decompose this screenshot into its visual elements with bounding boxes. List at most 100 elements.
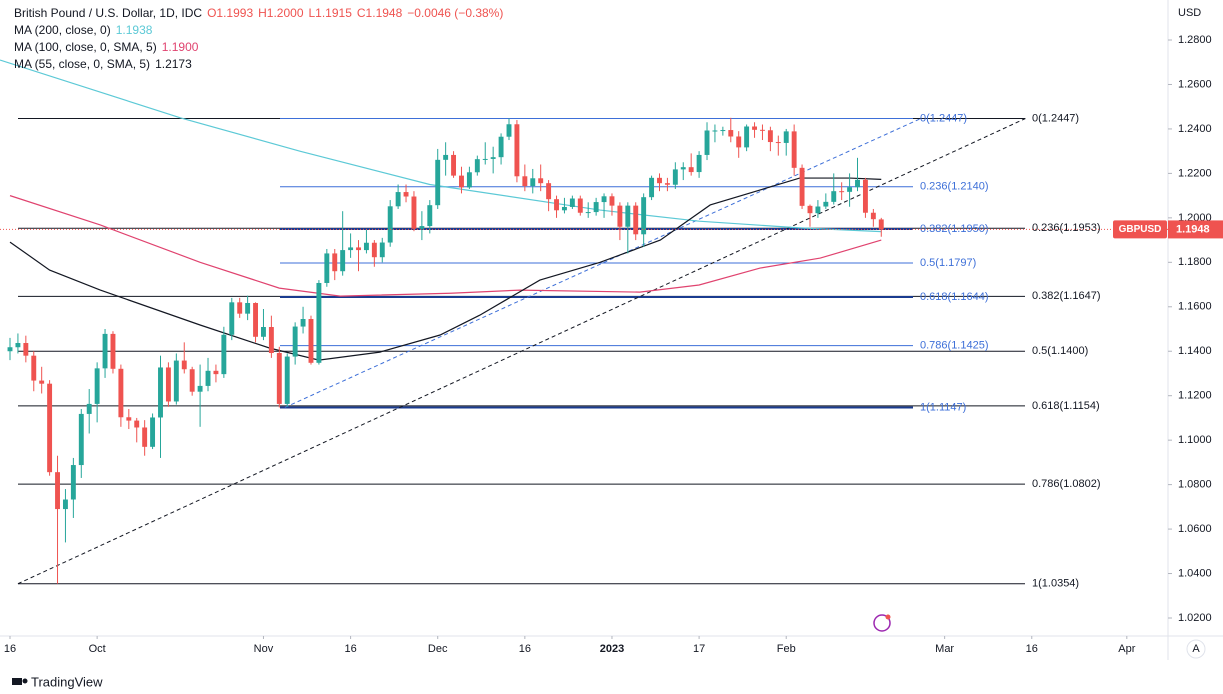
x-tick-label: 2023 (600, 643, 624, 655)
candle-body (173, 360, 179, 402)
candle-body (110, 333, 116, 369)
candle-body (577, 198, 583, 213)
legend-name: MA (200, close, 0) (14, 23, 111, 37)
candle-body (371, 242, 377, 258)
candle-body (324, 253, 330, 283)
ohlc-open: O1.1993 (207, 6, 254, 20)
y-tick-label: 1.1800 (1178, 256, 1212, 268)
y-tick-label: 1.2800 (1178, 34, 1212, 46)
fib-level-label: 0(1.2447) (920, 112, 967, 124)
candle-body (569, 198, 575, 207)
auto-scale-label[interactable]: A (1192, 643, 1200, 655)
candle-body (783, 131, 789, 143)
candle-body (609, 196, 615, 206)
candle-body (490, 157, 496, 159)
candle-body (411, 196, 417, 229)
plot-area: 0(1.2447) 0.236(1.1953) 0.382(1.1647) 0.5(1… (0, 59, 1168, 590)
title: British Pound / U.S. Dollar, 1D, IDC (14, 6, 203, 20)
candle-body (506, 124, 512, 137)
x-tick-label: 16 (1026, 643, 1038, 655)
y-tick-label: 1.2600 (1178, 78, 1212, 90)
candle-body (760, 129, 765, 131)
candle-body (807, 205, 813, 214)
x-tick-label: 16 (344, 643, 356, 655)
brand-name: TradingView (31, 674, 103, 689)
candle-body (680, 167, 686, 170)
candle-body (736, 136, 742, 148)
candle-body (134, 420, 140, 428)
ohlc-high: H1.2000 (258, 6, 304, 20)
currency-label: USD (1178, 7, 1201, 19)
auto-scale-button[interactable] (1186, 639, 1206, 659)
legend-entry: MA (55, close, 0, SMA, 5) 1.2173 (14, 57, 197, 71)
candle-body (712, 130, 718, 132)
candle-body (498, 136, 504, 158)
x-tick-label: Nov (254, 643, 274, 655)
candle-body (672, 169, 678, 185)
price-tag (1168, 220, 1223, 239)
fib-level-label: 0.382(1.1647) (1032, 290, 1101, 302)
candle-body (664, 183, 670, 185)
fib-level-label: 0.236(1.1953) (1032, 222, 1101, 234)
legend-name: MA (100, close, 0, SMA, 5) (14, 40, 157, 54)
candle-body (466, 172, 472, 188)
candle-body (78, 413, 84, 466)
legend-value: 1.1938 (115, 23, 153, 37)
event-icon[interactable] (873, 614, 891, 632)
fib-level-label: 0.618(1.1154) (1032, 400, 1100, 412)
fib-level-label: 0.5(1.1400) (1032, 345, 1088, 357)
candle-body (554, 199, 559, 211)
symbol-tag-label: GBPUSD (1119, 224, 1162, 235)
candle-body (514, 124, 520, 177)
candle-body (142, 427, 148, 447)
candle-body (427, 205, 433, 227)
candle-body (245, 302, 251, 314)
candle-body (189, 369, 195, 392)
candle-body (237, 302, 243, 314)
candle-body (150, 417, 156, 447)
fib-level-label: 1(1.0354) (1032, 578, 1079, 590)
candle-body (181, 360, 187, 370)
candle-body (752, 126, 757, 130)
legend-entry: MA (100, close, 0, SMA, 5) 1.1900 (14, 40, 203, 54)
candle-body (340, 250, 346, 272)
y-tick-label: 1.1400 (1178, 345, 1212, 357)
candle-body (23, 343, 29, 356)
candle-body (261, 327, 266, 337)
legend-name: MA (55, close, 0, SMA, 5) (14, 57, 151, 71)
candle-body (546, 183, 552, 200)
y-tick-label: 1.2400 (1178, 123, 1212, 135)
candle-body (474, 159, 480, 173)
ohlc-low: L1.1915 (308, 6, 352, 20)
ohlc-change: −0.0046 (−0.38%) (407, 6, 504, 20)
candle-body (102, 333, 108, 369)
candle-body (593, 202, 599, 213)
candle-body (649, 177, 655, 198)
candle-body (126, 417, 132, 421)
candle-body (443, 154, 449, 160)
candle-body (870, 212, 876, 220)
candle-body (62, 499, 68, 510)
fib-level-label: 0.786(1.0802) (1032, 478, 1101, 490)
candle-body (332, 253, 338, 272)
candle-body (419, 226, 425, 229)
candle-body (696, 154, 702, 173)
trend-line (17, 118, 1026, 585)
candle-body (561, 206, 567, 211)
y-tick-label: 1.1200 (1178, 390, 1212, 402)
candle-body (221, 334, 227, 375)
candle-body (308, 319, 314, 363)
candle-body (435, 159, 441, 206)
candle-body (403, 192, 409, 197)
brand-logo (12, 678, 28, 685)
candle-body (522, 176, 528, 187)
candle-body (530, 178, 536, 187)
trend-line (284, 118, 922, 408)
candle-body (300, 319, 306, 327)
fib-level-label: 0.5(1.1797) (920, 257, 976, 269)
candle-body (268, 327, 274, 354)
candle-body (31, 355, 37, 381)
candle-body (213, 370, 219, 375)
candle-body (348, 247, 354, 251)
candle-body (94, 368, 100, 404)
